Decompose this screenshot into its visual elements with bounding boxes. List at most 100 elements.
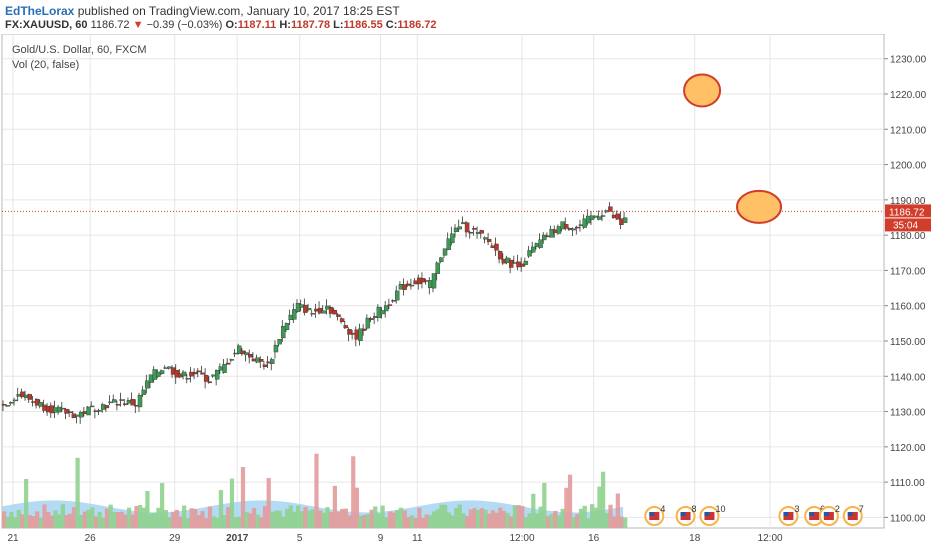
- author-link[interactable]: EdTheLorax: [5, 4, 75, 18]
- volume-bar: [178, 516, 183, 528]
- chart-title: Gold/U.S. Dollar, 60, FXCM: [12, 44, 147, 56]
- volume-bar: [185, 518, 190, 528]
- candle-body: [200, 372, 205, 375]
- y-tick-label: 1110.00: [890, 478, 925, 489]
- candle-body: [137, 395, 143, 408]
- candle-body: [295, 302, 301, 312]
- candle-body: [292, 309, 297, 320]
- candle-body: [589, 215, 595, 220]
- volume-bar: [520, 505, 525, 528]
- x-tick-label: 12:00: [758, 533, 783, 544]
- event-count: 10: [715, 504, 725, 514]
- low-label: L:: [333, 19, 344, 31]
- volume-bar: [251, 508, 257, 528]
- y-tick-label: 1100.00: [890, 513, 926, 524]
- volume-bar: [82, 511, 88, 528]
- volume-bar: [601, 471, 606, 528]
- volume-bar: [13, 517, 18, 528]
- volume-bar: [567, 474, 573, 528]
- candle-body: [119, 399, 124, 401]
- volume-bar: [586, 518, 591, 528]
- symbol-label: FX:XAUUSD, 60: [5, 19, 88, 31]
- volume-bar: [398, 507, 404, 528]
- candle-body: [361, 328, 367, 331]
- candle-body: [622, 217, 628, 223]
- candle-body: [538, 239, 543, 248]
- volume-bar: [476, 509, 481, 528]
- candle-body: [141, 389, 146, 395]
- volume-bar: [321, 512, 326, 528]
- volume-bar: [578, 508, 584, 528]
- candle-body: [189, 371, 194, 377]
- candle-body: [67, 411, 73, 413]
- candle-body: [519, 263, 525, 267]
- y-tick-label: 1130.00: [890, 408, 926, 419]
- candle-body: [505, 257, 510, 263]
- candle-body: [391, 300, 396, 302]
- candle-body: [406, 283, 411, 286]
- volume-bar: [5, 516, 10, 528]
- candle-body: [233, 352, 238, 355]
- candle-body: [38, 402, 43, 407]
- volume-bar: [16, 509, 21, 528]
- us-flag-canton-icon: [704, 512, 710, 516]
- volume-bar: [163, 509, 168, 528]
- candle-body: [284, 323, 290, 330]
- volume-bar: [174, 509, 179, 528]
- volume-bar: [329, 512, 334, 528]
- volume-bar: [196, 515, 202, 528]
- event-count: 2: [835, 504, 840, 514]
- volume-bar: [351, 456, 356, 528]
- volume-bar: [75, 457, 80, 528]
- candle-body: [398, 284, 404, 290]
- x-tick-label: 29: [169, 533, 181, 544]
- candle-body: [446, 238, 451, 250]
- volume-bar: [420, 517, 426, 528]
- candle-body: [615, 213, 620, 220]
- volume-bar: [428, 515, 433, 528]
- x-tick-label: 5: [297, 533, 303, 544]
- volume-bar: [454, 507, 459, 528]
- x-tick-label: 26: [85, 533, 97, 544]
- candle-body: [236, 345, 242, 354]
- volume-indicator-label[interactable]: Vol (20, false): [12, 59, 80, 71]
- volume-bar: [406, 516, 411, 528]
- candle-body: [582, 218, 587, 228]
- volume-bar: [53, 510, 58, 528]
- candle-body: [402, 284, 407, 290]
- candle-body: [578, 224, 584, 227]
- candle-body: [336, 314, 341, 317]
- volume-bar: [160, 483, 165, 528]
- candle-body: [104, 405, 110, 409]
- high-label: H:: [279, 19, 291, 31]
- candle-body: [266, 361, 271, 364]
- candle-body: [376, 306, 382, 319]
- candle-body: [134, 404, 139, 407]
- candle-body: [93, 410, 99, 412]
- x-tick-label: 11: [412, 533, 423, 544]
- volume-bar: [523, 517, 529, 528]
- price-chart[interactable]: 1100.00 1110.00 1120.00 1130.00 1140.00 1150.…: [0, 34, 932, 550]
- candle-body: [64, 408, 69, 414]
- volume-bar: [97, 511, 102, 528]
- volume-bar: [505, 512, 510, 528]
- candle-body: [358, 328, 363, 341]
- candle-body: [420, 277, 426, 283]
- volume-bar: [262, 506, 268, 528]
- volume-bar: [259, 517, 264, 528]
- volume-bar: [358, 515, 363, 528]
- candle-body: [586, 215, 591, 224]
- volume-bar: [516, 505, 521, 528]
- volume-bar: [395, 510, 400, 528]
- y-tick-label: 1230.00: [890, 55, 927, 66]
- candle-body: [248, 353, 253, 358]
- candle-body: [192, 372, 198, 375]
- volume-bar: [538, 506, 543, 528]
- us-flag-canton-icon: [809, 512, 815, 516]
- event-count: 7: [859, 504, 864, 514]
- candle-body: [255, 357, 260, 363]
- candle-body: [468, 231, 473, 234]
- volume-bar: [564, 487, 569, 528]
- candle-body: [203, 374, 209, 382]
- candle-body: [494, 243, 499, 251]
